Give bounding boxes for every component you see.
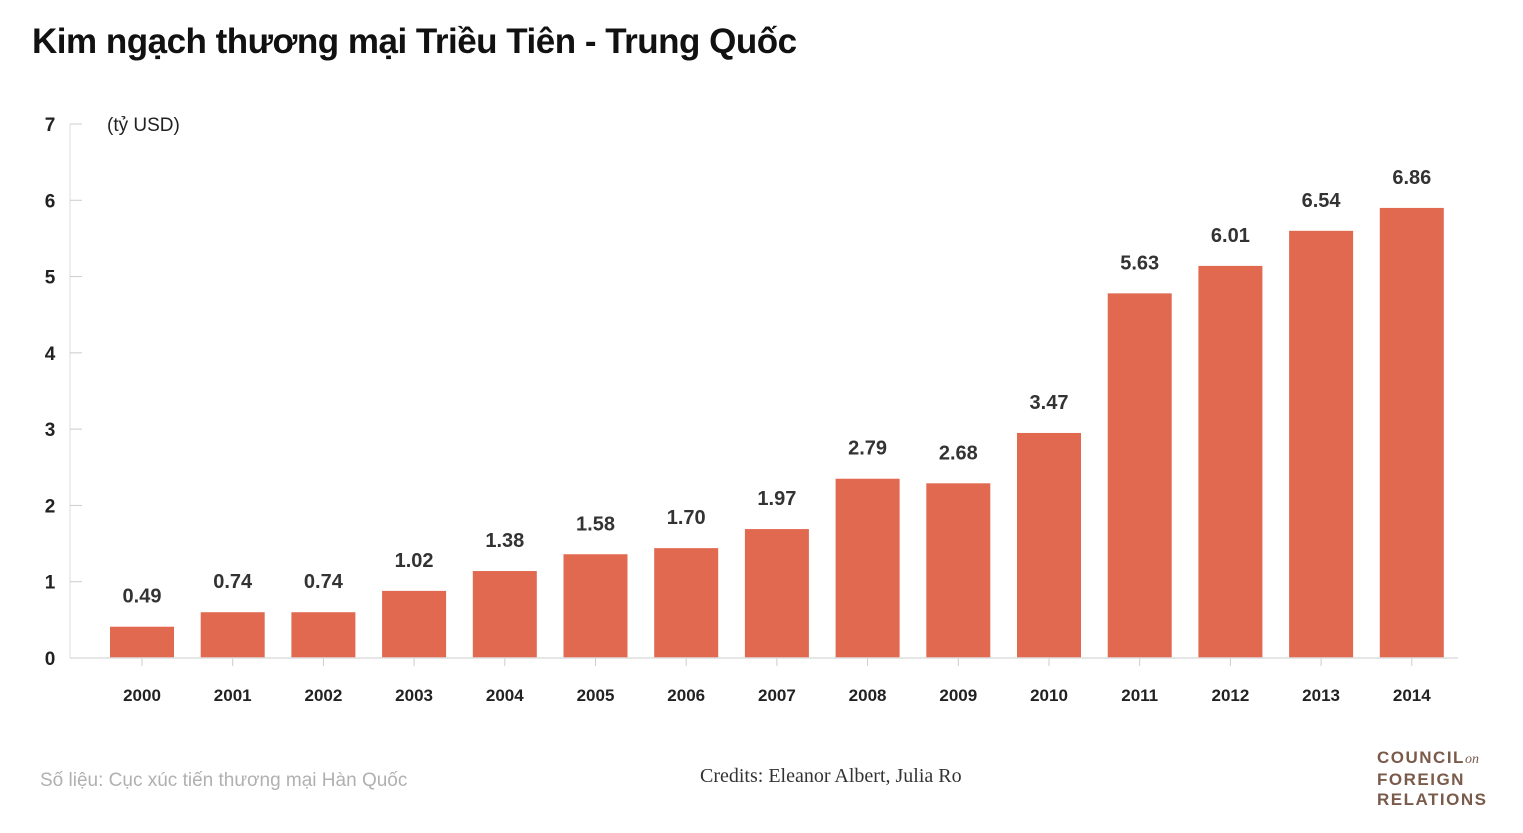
bar — [654, 548, 719, 658]
x-tick-label: 2002 — [304, 686, 342, 705]
bar — [563, 554, 628, 658]
credits: Credits: Eleanor Albert, Julia Ro — [700, 765, 962, 787]
data-label: 2.68 — [939, 442, 978, 464]
x-tick-label: 2009 — [939, 686, 977, 705]
x-tick-label: 2011 — [1121, 686, 1158, 705]
data-label: 3.47 — [1030, 392, 1069, 414]
x-tick-label: 2000 — [123, 686, 161, 705]
bar — [1107, 293, 1172, 658]
x-tick-label: 2008 — [849, 686, 887, 705]
bar — [472, 571, 537, 658]
data-label: 6.01 — [1211, 225, 1250, 247]
y-tick-label: 3 — [45, 420, 56, 441]
x-tick-label: 2006 — [667, 686, 705, 705]
data-label: 6.86 — [1392, 167, 1431, 189]
bar — [835, 478, 900, 658]
data-label: 1.38 — [485, 530, 524, 552]
x-tick-label: 2004 — [486, 686, 524, 705]
y-tick-label: 6 — [45, 191, 56, 212]
x-tick-label: 2007 — [758, 686, 796, 705]
x-tick-label: 2013 — [1302, 686, 1340, 705]
x-tick-label: 2005 — [577, 686, 615, 705]
data-label: 1.70 — [667, 507, 706, 529]
data-label: 1.97 — [757, 488, 796, 510]
y-tick-label: 2 — [45, 496, 56, 517]
x-tick-label: 2012 — [1211, 686, 1249, 705]
data-label: 0.74 — [304, 571, 344, 593]
x-tick-label: 2001 — [214, 686, 252, 705]
data-label: 0.49 — [123, 586, 162, 608]
data-label: 2.79 — [848, 438, 887, 460]
data-label: 1.58 — [576, 513, 615, 535]
y-tick-label: 1 — [45, 573, 56, 594]
x-tick-label: 2003 — [395, 686, 433, 705]
x-tick-label: 2014 — [1393, 686, 1431, 705]
bar — [200, 612, 265, 658]
data-label: 6.54 — [1302, 190, 1342, 212]
y-tick-label: 4 — [45, 344, 56, 365]
bar — [110, 626, 174, 658]
bar — [1017, 432, 1081, 658]
data-label: 0.74 — [213, 571, 253, 593]
y-tick-label: 0 — [45, 649, 56, 670]
bar — [291, 612, 356, 658]
source-note: Số liệu: Cục xúc tiến thương mại Hàn Quố… — [40, 770, 408, 791]
bar — [1198, 265, 1263, 658]
y-tick-label: 7 — [45, 115, 56, 136]
cfr-logo: COUNCILon FOREIGN RELATIONS — [1377, 748, 1488, 809]
bar — [382, 590, 447, 658]
bar — [926, 483, 991, 658]
bar — [744, 529, 809, 658]
y-axis-label: (tỷ USD) — [107, 115, 180, 136]
bar — [1289, 230, 1354, 659]
bar — [1379, 207, 1444, 658]
x-tick-label: 2010 — [1030, 686, 1068, 705]
y-tick-label: 5 — [45, 268, 56, 289]
chart-title: Kim ngạch thương mại Triều Tiên - Trung … — [32, 22, 797, 61]
data-label: 1.02 — [395, 550, 434, 572]
data-label: 5.63 — [1120, 252, 1159, 274]
